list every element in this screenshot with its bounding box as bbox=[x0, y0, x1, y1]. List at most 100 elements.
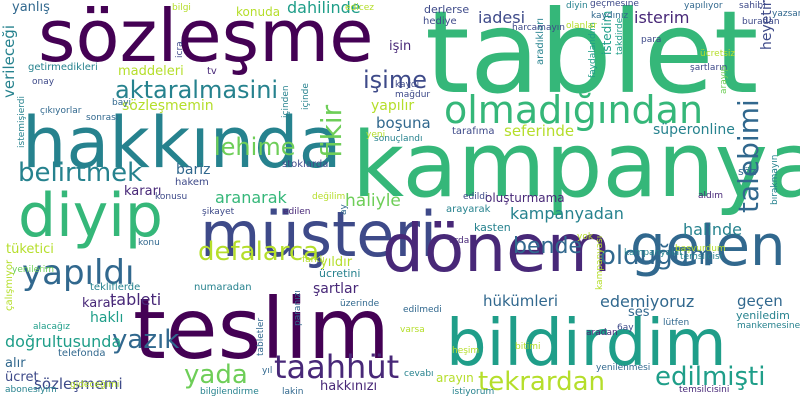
word-taahhut: taahhüt bbox=[274, 348, 400, 386]
word-magdur: mağdur bbox=[395, 90, 431, 100]
word-buradan: buradan bbox=[742, 17, 780, 27]
word-aradan: aradan bbox=[586, 328, 618, 338]
word-sonrasi: sonrası bbox=[86, 113, 119, 123]
word-yapilir: yapılır bbox=[371, 98, 415, 114]
word-bayi: bayi bbox=[112, 98, 132, 108]
word-arayin: arayın bbox=[436, 371, 474, 385]
word-soz: söz bbox=[738, 165, 757, 178]
word-yeni: yeni bbox=[366, 130, 386, 140]
word-paranizi: paranızı bbox=[293, 290, 303, 326]
word-olanlar: olanlar bbox=[566, 21, 597, 31]
word-lutfen: lütfen bbox=[663, 318, 690, 328]
word-para: para bbox=[641, 35, 662, 45]
word-farkli: farklı bbox=[302, 255, 325, 265]
word-hediye: hediye bbox=[423, 16, 457, 27]
word-kaydi: kaydı bbox=[395, 80, 420, 90]
word-tekrardan: tekrardan bbox=[478, 367, 606, 397]
word-konu: konu bbox=[138, 238, 160, 248]
word-temsilcisini: temsilcisini bbox=[679, 385, 730, 395]
word-tuketici: tüketici bbox=[6, 242, 54, 257]
word-donem: dönem bbox=[382, 210, 612, 287]
word-kampanyadan: kampanyadan bbox=[510, 204, 624, 223]
word-icinde: içinde bbox=[301, 83, 311, 110]
word-hakkinizi: hakkınızı bbox=[320, 379, 378, 394]
word-hakem: hakem bbox=[175, 177, 209, 188]
word-olmadigindan: olmadığından bbox=[444, 88, 704, 132]
word-karari: kararı bbox=[124, 184, 162, 199]
word-istemisierdi: istemişierdi bbox=[17, 95, 27, 148]
word-isime: işime bbox=[363, 66, 427, 94]
word-ucretini: ücretini bbox=[319, 267, 361, 280]
word-tv: tv bbox=[207, 66, 217, 77]
word-gecmesine: geçmesine bbox=[590, 0, 639, 9]
word-maddeleri: maddeleri bbox=[118, 64, 184, 79]
word-ucretsiz: ücretsiz bbox=[700, 49, 736, 59]
word-aktaralmasini: aktaralmasini bbox=[115, 76, 279, 104]
word-uzerinde: üzerinde bbox=[340, 299, 380, 309]
word-temsilcisi: temsilcisi bbox=[680, 252, 723, 262]
word-edildi: edildi bbox=[463, 192, 488, 202]
word-yapildi: yapıldı bbox=[22, 253, 135, 293]
word-edicez: edicez bbox=[345, 3, 374, 13]
word-icinden: içinden bbox=[281, 85, 291, 118]
word-gecen: geçen bbox=[737, 292, 783, 310]
word-sozlesmemi: sözleşmemi bbox=[34, 375, 123, 393]
word-belirtmek: belirtmek bbox=[18, 158, 143, 188]
word-isterim: isterim bbox=[634, 8, 690, 27]
word-yanlis: yanlış bbox=[12, 0, 50, 15]
word-bosuna: boşuna bbox=[376, 114, 431, 132]
word-tableti: tableti bbox=[110, 290, 162, 309]
word-tekliflerde: tekliflerde bbox=[90, 282, 141, 293]
word-yenilerim: yenilerim bbox=[12, 265, 55, 275]
word-istiyorum: istiyorum bbox=[452, 387, 495, 397]
word-tabletler: tabletler bbox=[256, 317, 266, 356]
word-edilen: edilen bbox=[283, 207, 311, 217]
word-tablet: tablet bbox=[425, 0, 759, 119]
word-onay: onay bbox=[32, 77, 55, 87]
word-orda: orda bbox=[449, 236, 470, 246]
word-karar: karar bbox=[82, 296, 116, 311]
word-telefonda: telefonda bbox=[58, 348, 106, 359]
word-ucret: ücret bbox=[5, 370, 39, 385]
word-sonuclandi: sonuçlandı bbox=[374, 134, 423, 144]
word-diyip: diyip bbox=[18, 181, 164, 251]
word-hakli: haklı bbox=[90, 310, 124, 326]
word-aranarak: aranarak bbox=[215, 188, 287, 207]
word-takdirde: takdirde bbox=[615, 17, 625, 55]
word-hakkinda: hakkında bbox=[22, 102, 342, 184]
word-superonline: süperonline bbox=[653, 122, 735, 138]
word-kasten: kasten bbox=[474, 221, 511, 234]
word-yazik: yazık bbox=[112, 325, 180, 355]
word-gelen: gelen bbox=[630, 214, 786, 279]
word-sartlar: şartlar bbox=[313, 281, 359, 297]
word-yazsam: yazsam bbox=[772, 9, 800, 19]
word-kampanyalar: kampanyalar bbox=[624, 248, 683, 258]
word-mankemesine: mankemesine bbox=[737, 321, 800, 331]
word-defalarca: defalarca bbox=[198, 237, 320, 267]
word-6ay: 6ay bbox=[617, 323, 634, 333]
word-icra: icra bbox=[175, 41, 185, 58]
word-talebimi: talebimi bbox=[732, 99, 765, 213]
word-bildirdim: bildirdim bbox=[446, 307, 727, 381]
word-yenilenmesi: yenilenmesi bbox=[596, 363, 651, 373]
word-iadesi: iadesi bbox=[478, 8, 526, 27]
word-stoklarda: stoklarda bbox=[282, 159, 329, 170]
word-arayip: arayıp bbox=[719, 65, 729, 94]
word-cikiyorlar: çıkıyorlar bbox=[40, 106, 82, 116]
word-tarafima: tarafıma bbox=[452, 126, 495, 137]
word-ses: ses bbox=[628, 305, 650, 320]
word-birakmayin: bırakmayın bbox=[770, 154, 780, 205]
word-numaradan: numaradan bbox=[194, 282, 252, 293]
word-haliyle: haliyle bbox=[345, 191, 401, 211]
word-teslim: teslim bbox=[133, 280, 390, 378]
word-degilim: değilim bbox=[312, 192, 346, 202]
word-kampanyasi: kampanyası bbox=[595, 235, 605, 290]
word-kampanya: kampanya bbox=[352, 113, 800, 218]
word-basvurdum: başvurdum bbox=[675, 244, 726, 254]
word-lehime: lehime bbox=[214, 133, 296, 161]
word-konusu: konusu bbox=[155, 192, 188, 202]
word-derlerse: derlerse bbox=[424, 3, 470, 16]
word-edemiyoruz: edemiyoruz bbox=[600, 292, 695, 311]
word-aldim: aldım bbox=[698, 191, 723, 201]
word-isin: işin bbox=[389, 39, 412, 54]
